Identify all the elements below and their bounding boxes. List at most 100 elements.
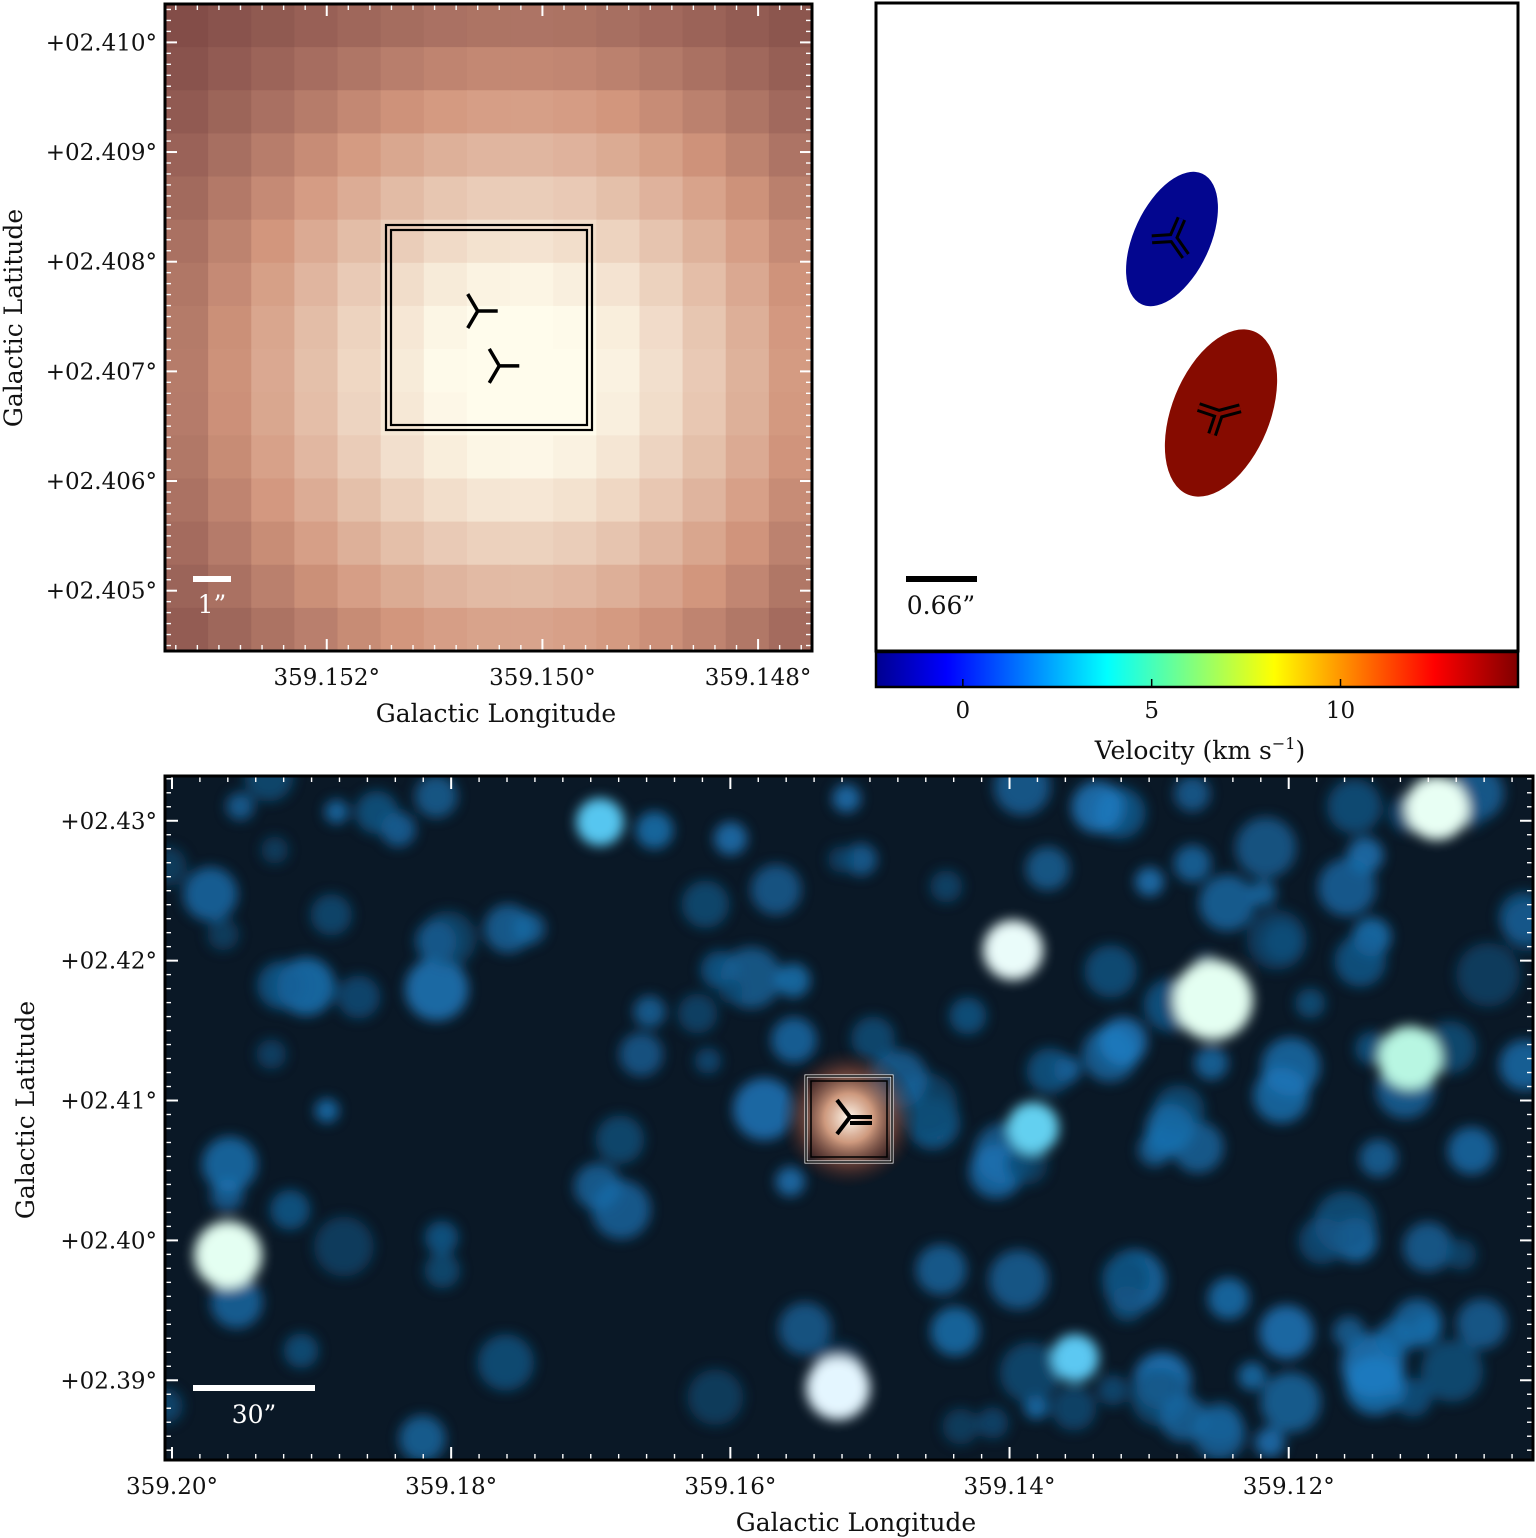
x-tick-label: 359.152° [273, 665, 380, 691]
star-blob [993, 776, 1051, 816]
star-blob [694, 1047, 722, 1075]
star-blob [828, 846, 855, 873]
star-blob [210, 1276, 263, 1329]
star-blob [324, 799, 349, 824]
image-pixel [294, 607, 339, 651]
star-blob [591, 1180, 651, 1240]
star-blob [1456, 1298, 1507, 1350]
star-blob [633, 995, 666, 1028]
image-pixel [510, 478, 554, 523]
star-blob [976, 1407, 1009, 1439]
star-blob [1254, 1427, 1285, 1458]
image-pixel [337, 4, 382, 48]
image-pixel [466, 176, 511, 221]
image-pixel [165, 564, 209, 609]
image-pixel [337, 435, 382, 480]
star-blob [261, 836, 289, 864]
image-pixel [510, 607, 554, 651]
star-blob [483, 904, 533, 953]
image-pixel [596, 47, 641, 91]
plot-frame [874, 1, 1520, 653]
image-pixel [725, 4, 770, 48]
image-pixel [294, 47, 339, 91]
star-blob [949, 997, 987, 1035]
y-tick-label: +02.407° [46, 359, 157, 385]
y-tick-label: +02.39° [60, 1368, 157, 1394]
image-pixel [337, 219, 382, 264]
image-pixel [294, 349, 339, 393]
image-pixel [165, 90, 209, 134]
panel-velocity-map: 0.66” 0 5 10 Velocity (km s−1) [874, 1, 1520, 765]
star-blob [257, 961, 306, 1010]
image-pixel [639, 392, 684, 436]
image-pixel [165, 305, 209, 350]
image-pixel [165, 392, 209, 436]
image-pixel [510, 176, 554, 221]
image-pixel [208, 176, 252, 221]
image-pixel [596, 219, 641, 264]
star-blob [355, 790, 399, 834]
star-blob [1499, 1039, 1533, 1091]
image-pixel [294, 305, 339, 350]
image-pixel [466, 305, 511, 350]
image-pixel [294, 219, 339, 264]
image-pixel [337, 349, 382, 393]
image-pixel [423, 4, 468, 48]
image-pixel [639, 478, 684, 523]
star-blob [930, 1306, 980, 1356]
image-pixel [596, 607, 641, 651]
bright-star [1007, 1102, 1059, 1154]
source-markers [466, 293, 520, 384]
image-pixel [251, 4, 295, 48]
image-pixel [553, 607, 597, 651]
image-pixel [165, 4, 209, 48]
image-pixel [553, 435, 597, 480]
image-pixel [251, 607, 295, 651]
scalebar-label: 30” [232, 1400, 277, 1429]
image-pixel [294, 392, 339, 436]
star-blob [1097, 1374, 1129, 1406]
image-pixel [596, 90, 641, 134]
star-blob [775, 1166, 806, 1197]
image-pixel [208, 521, 252, 566]
image-pixel [725, 521, 770, 566]
x-tick-label: 359.12° [1243, 1474, 1335, 1500]
star-blob [202, 1136, 258, 1192]
image-pixel [466, 521, 511, 566]
image-pixel [165, 262, 209, 307]
image-pixel [165, 435, 209, 480]
y-tick-label: +02.40° [60, 1228, 157, 1254]
image-pixel [596, 176, 641, 221]
star-blob [771, 1017, 817, 1063]
image-pixel [251, 564, 295, 609]
star-blob [1025, 846, 1070, 891]
image-pixel [423, 133, 468, 178]
star-blob [677, 993, 718, 1034]
y-tick-label: +02.42° [60, 949, 157, 975]
image-pixel [639, 176, 684, 221]
scalebar: 0.66” [906, 576, 977, 620]
image-pixel [337, 90, 382, 134]
source-marker-icon [466, 293, 498, 329]
star-blob [283, 1333, 319, 1369]
image-pixel [466, 392, 511, 436]
star-blob [310, 894, 352, 936]
image-pixel [553, 4, 597, 48]
star-blob [1145, 1103, 1195, 1153]
x-axis-label: Galactic Longitude [736, 1508, 976, 1537]
star-blob [399, 1415, 446, 1460]
image-pixel [682, 4, 727, 48]
colorbar-tick-label: 5 [1144, 698, 1159, 724]
red-velocity-component [1164, 329, 1278, 497]
scalebar-label: 0.66” [907, 591, 975, 620]
x-tick-label: 359.150° [489, 665, 596, 691]
star-blob [424, 1220, 459, 1255]
image-pixel [294, 521, 339, 566]
image-pixel [337, 607, 382, 651]
image-pixel [208, 47, 252, 91]
image-pixel [423, 478, 468, 523]
bright-star [194, 1221, 262, 1289]
star-blob [337, 975, 381, 1019]
image-pixel [639, 133, 684, 178]
